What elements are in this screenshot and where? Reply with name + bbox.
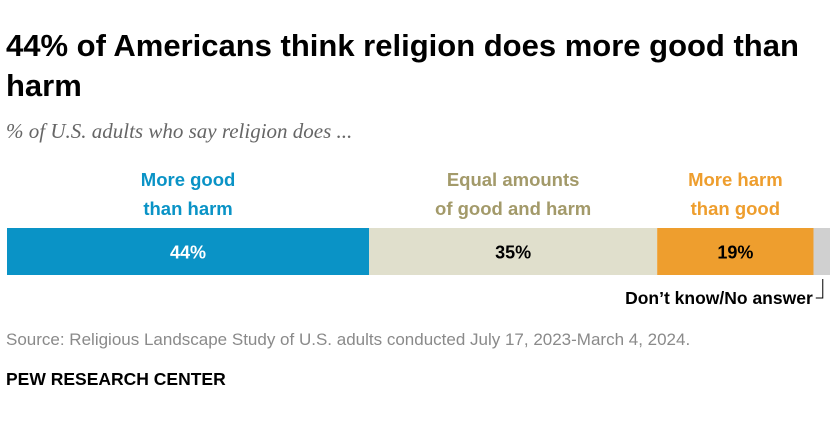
category-label-more-harm-than-good-line-2: than good — [691, 198, 780, 219]
value-label-equal-amounts-of-good-and-harm: 35% — [495, 243, 531, 263]
bar-segment-more-good-than-harm — [7, 228, 370, 275]
dont-know-leader-line — [815, 279, 824, 299]
bar-segment-equal-amounts-of-good-and-harm — [369, 228, 658, 275]
dont-know-label: Don’t know/No answer — [625, 288, 813, 308]
category-label-more-good-than-harm-line-1: More good — [141, 169, 236, 190]
value-label-more-good-than-harm: 44% — [170, 243, 206, 263]
stacked-bar-chart: 44% More good than harm 35% Equal amounts of … — [7, 169, 830, 308]
source-note: Source: Religious Landscape Study of U.S… — [6, 330, 691, 349]
category-label-more-harm-than-good-line-1: More harm — [688, 169, 783, 190]
brand-logo-text: PEW RESEARCH CENTER — [6, 369, 226, 389]
value-label-more-harm-than-good: 19% — [717, 243, 753, 263]
category-label-more-good-than-harm-line-2: than harm — [143, 198, 232, 219]
category-label-equal-amounts-of-good-and-harm-line-1: Equal amounts — [447, 169, 580, 190]
chart-subtitle: % of U.S. adults who say religion does .… — [6, 119, 353, 143]
bar-segment-more-harm-than-good — [657, 228, 814, 275]
chart-title: 44% of Americans think religion does mor… — [6, 28, 799, 103]
bar-segment-don-t-know-no-answer — [813, 228, 830, 275]
category-label-equal-amounts-of-good-and-harm-line-2: of good and harm — [435, 198, 591, 219]
